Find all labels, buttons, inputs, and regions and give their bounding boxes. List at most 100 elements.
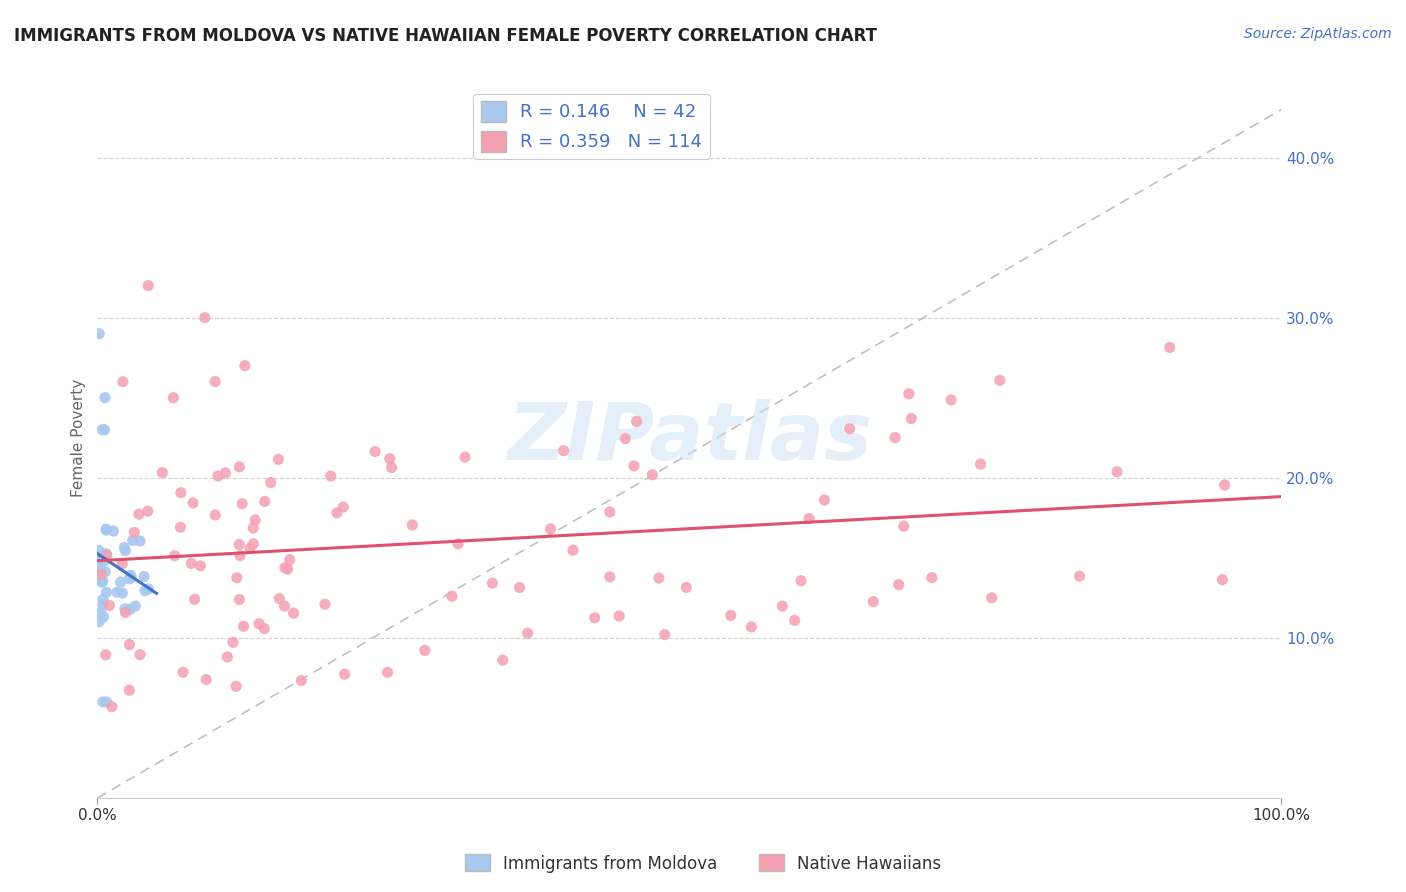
Point [253,622,276,636]
Point [101,699,124,714]
Point [413,643,436,657]
Point [204,375,226,389]
Point [239,541,262,556]
Point [242,521,264,535]
Point [120,570,142,584]
Point [623,458,645,473]
Point [454,450,477,465]
Point [170,485,193,500]
Point [273,599,295,614]
Point [980,591,1002,605]
Point [103,524,125,538]
Point [797,511,820,525]
Point [87,615,110,629]
Point [900,411,922,425]
Point [129,648,152,662]
Point [90,606,112,620]
Point [118,683,141,698]
Point [231,497,253,511]
Point [378,451,401,466]
Point [654,627,676,641]
Point [121,533,143,548]
Point [675,581,697,595]
Point [90,575,112,590]
Point [90,567,112,582]
Legend: R = 0.146    N = 42, R = 0.359   N = 114: R = 0.146 N = 42, R = 0.359 N = 114 [474,94,710,159]
Point [110,575,132,590]
Point [641,467,664,482]
Point [94,391,117,405]
Point [111,557,134,571]
Point [1105,465,1128,479]
Point [516,626,538,640]
Point [720,608,742,623]
Point [381,460,404,475]
Y-axis label: Female Poverty: Female Poverty [72,378,86,497]
Point [969,457,991,471]
Point [228,459,250,474]
Point [988,373,1011,387]
Point [163,549,186,563]
Point [94,522,117,536]
Point [921,571,943,585]
Point [93,609,115,624]
Point [229,549,252,563]
Point [91,574,114,588]
Point [939,392,962,407]
Point [1159,340,1181,354]
Point [790,574,813,588]
Point [314,597,336,611]
Point [105,585,128,599]
Point [89,565,111,579]
Point [893,519,915,533]
Point [599,505,621,519]
Legend: Immigrants from Moldova, Native Hawaiians: Immigrants from Moldova, Native Hawaiian… [458,847,948,880]
Point [509,581,531,595]
Point [783,614,806,628]
Point [884,431,907,445]
Point [180,557,202,571]
Point [1211,573,1233,587]
Point [225,571,247,585]
Point [96,523,118,537]
Point [150,466,173,480]
Point [93,554,115,568]
Point [96,549,118,563]
Point [124,599,146,613]
Point [98,599,121,613]
Point [813,493,835,508]
Point [887,577,910,591]
Point [114,601,136,615]
Point [87,549,110,564]
Point [90,574,112,589]
Point [648,571,671,585]
Point [247,616,270,631]
Point [274,561,297,575]
Point [91,598,114,612]
Point [118,572,141,586]
Point [91,548,114,562]
Point [333,667,356,681]
Point [440,589,463,603]
Point [181,496,204,510]
Point [207,469,229,483]
Point [112,541,135,555]
Point [228,537,250,551]
Point [96,695,118,709]
Point [91,592,114,607]
Point [614,432,637,446]
Point [93,423,115,437]
Point [162,391,184,405]
Point [1069,569,1091,583]
Point [447,537,470,551]
Point [626,414,648,428]
Point [364,444,387,458]
Point [134,583,156,598]
Point [128,507,150,521]
Point [540,522,562,536]
Point [194,310,217,325]
Point [897,387,920,401]
Point [89,558,111,572]
Point [94,547,117,561]
Point [96,585,118,599]
